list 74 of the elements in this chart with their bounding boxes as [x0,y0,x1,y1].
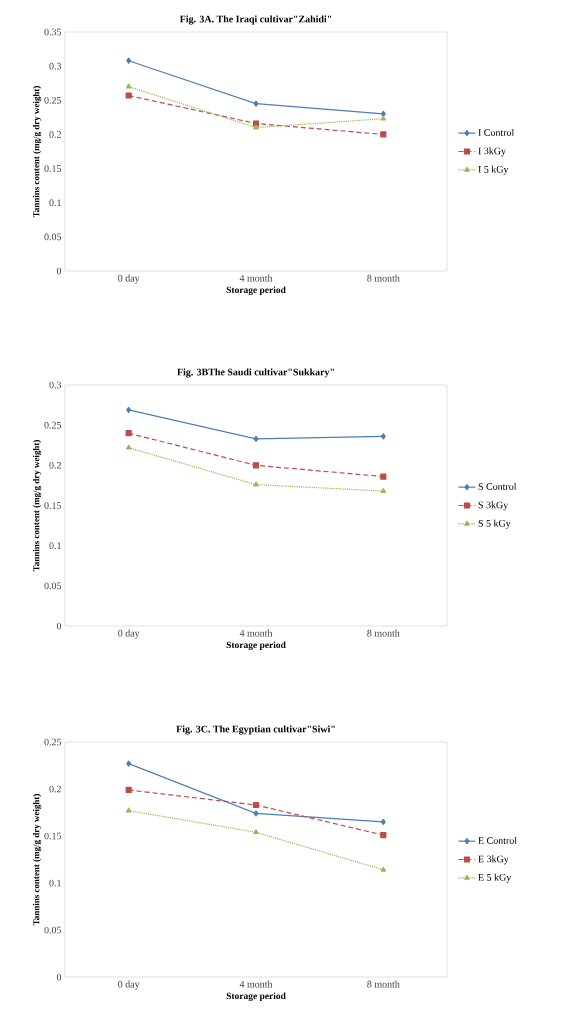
y-tick-label: 0.25 [44,96,62,104]
point [252,801,260,809]
x-tick-label: 0 day [118,629,140,639]
x-tick-label: 4 month [239,980,273,988]
y-tick-label: 0 [56,973,62,981]
y-tick-label: 0.3 [49,381,62,389]
x-tick-label: 8 month [367,274,400,282]
y-tick-label: 0 [56,622,62,630]
y-tick-label: 0.3 [49,62,62,70]
y-tick-label: 0.25 [44,421,62,429]
point [125,444,132,450]
point [253,435,259,442]
legend-label: E Control [478,836,517,844]
y-tick-label: 0.15 [44,502,62,509]
point [380,433,386,440]
y-tick-label: 0.2 [49,785,61,793]
point [253,481,259,487]
point [125,92,132,99]
point [253,124,259,130]
chart-title: Fig. 3BThe Saudi cultivar"Sukkary" [177,368,334,378]
legend-label: I 3kGy [478,147,506,157]
y-tick-label: 0.05 [44,233,62,241]
point [126,760,132,767]
legend-label: S 5 kGy [478,519,511,529]
legend-label: I Control [478,128,515,136]
point [125,83,132,89]
point [125,807,132,813]
x-tick-label: 8 month [367,629,400,637]
x-tick-label: 0 day [118,980,140,990]
y-tick-label: 0.1 [49,542,61,550]
point [125,430,132,437]
y-tick-label: 0.2 [49,131,61,138]
y-tick-label: 0 [56,267,62,275]
legend-label: S Control [478,482,517,490]
y-tick-label: 0.35 [44,28,62,36]
point [252,462,260,469]
point [126,406,132,414]
point [380,131,387,138]
x-axis-title: Storage period [226,641,286,651]
x-tick-label: 4 month [239,274,273,282]
y-tick-label: 0.1 [49,199,61,207]
y-tick-label: 0.05 [44,582,62,590]
legend-label: E 5 kGy [478,873,512,883]
y-axis-title: Tannins content (mg/g dry weight) [32,86,42,218]
point [380,487,387,493]
legend-label: E 3kGy [478,855,509,865]
point [125,786,132,794]
point [253,810,259,817]
point [380,866,387,872]
x-tick-label: 4 month [239,629,273,637]
y-tick-label: 0.2 [49,461,61,469]
point [380,473,387,480]
legend-label: I 5 kGy [478,165,509,175]
chart-title: Fig. 3A. The Iraqi cultivar"Zahidi" [179,15,332,25]
x-tick-label: 0 day [118,274,140,284]
y-axis-title: Tannins content (mg/g dry weight) [32,794,42,926]
point [380,115,387,121]
point [380,831,387,839]
x-axis-title: Storage period [226,286,286,296]
x-tick-label: 8 month [367,980,400,988]
y-tick-label: 0.25 [44,738,62,746]
point [253,100,259,107]
y-tick-label: 0.05 [44,926,62,934]
point [380,110,386,118]
point [253,829,259,835]
point [126,57,132,64]
y-tick-label: 0.15 [44,832,62,840]
y-tick-label: 0.1 [49,879,61,887]
y-tick-label: 0.15 [44,165,62,172]
legend-label: S 3kGy [478,501,509,511]
x-axis-title: Storage period [226,992,286,1002]
point [380,818,386,825]
y-axis-title: Tannins content (mg/g dry weight) [32,440,42,572]
chart-title: Fig. 3C. The Egyptian cultivar"Siwi" [176,725,335,735]
